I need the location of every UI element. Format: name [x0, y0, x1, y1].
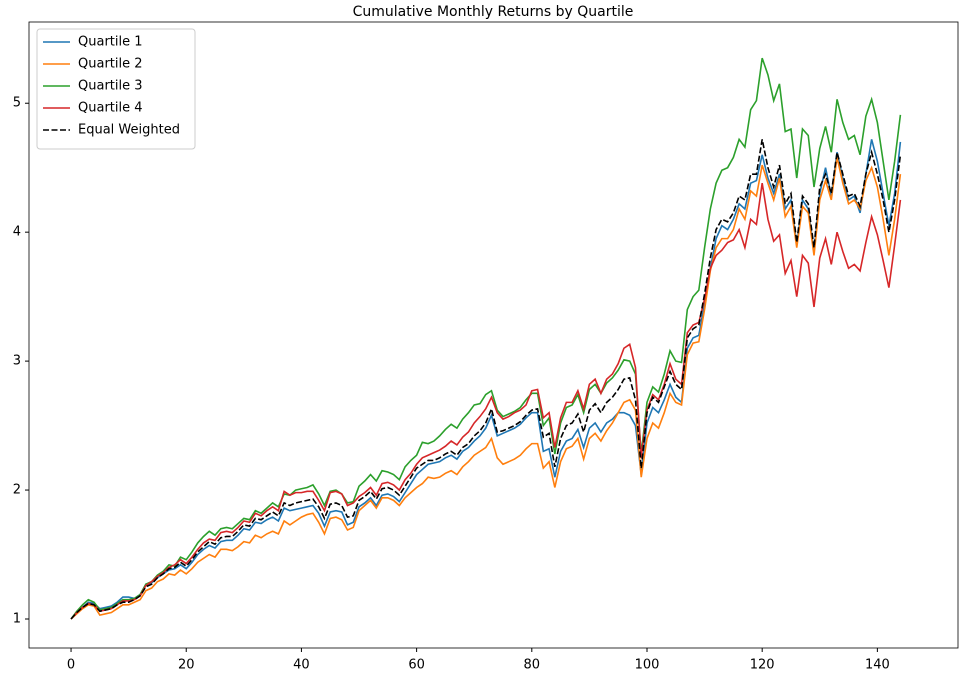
x-tick-label: 100: [635, 658, 660, 673]
y-tick-label: 4: [13, 225, 21, 240]
series-line: [70, 183, 902, 620]
y-tick-label: 1: [13, 611, 21, 626]
series-line: [70, 139, 902, 620]
x-tick-label: 20: [178, 658, 195, 673]
legend-box: [36, 28, 196, 150]
y-tick-label: 3: [13, 354, 21, 369]
series-line: [70, 139, 902, 620]
x-tick-label: 80: [524, 658, 541, 673]
x-tick-label: 140: [865, 658, 890, 673]
legend: Quartile 1 Quartile 2 Quartile 3 Quartile 4…: [36, 28, 196, 150]
legend-label: Quartile 2: [78, 57, 143, 72]
series-line: [70, 57, 902, 620]
series-line: [70, 157, 902, 620]
y-tick-label: 2: [13, 483, 21, 498]
plot-frame: [28, 21, 959, 649]
y-tick-label: 5: [13, 96, 21, 111]
legend-label: Quartile 1: [78, 35, 143, 50]
legend-label: Quartile 3: [78, 79, 143, 94]
x-tick-label: 0: [67, 658, 75, 673]
legend-label: Quartile 4: [78, 101, 143, 116]
legend-label: Equal Weighted: [78, 123, 180, 138]
chart-title: Cumulative Monthly Returns by Quartile: [353, 4, 634, 20]
x-tick-label: 120: [750, 658, 775, 673]
x-tick-label: 40: [293, 658, 310, 673]
x-tick-label: 60: [408, 658, 425, 673]
